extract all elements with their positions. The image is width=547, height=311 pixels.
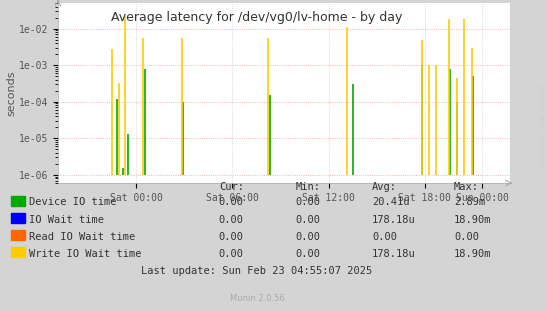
Text: Average latency for /dev/vg0/lv-home - by day: Average latency for /dev/vg0/lv-home - b…: [112, 11, 403, 24]
Text: RRDTOOL / TOBI OETIKER: RRDTOOL / TOBI OETIKER: [541, 84, 546, 165]
Text: 18.90m: 18.90m: [454, 249, 492, 259]
Text: Last update: Sun Feb 23 04:55:07 2025: Last update: Sun Feb 23 04:55:07 2025: [142, 266, 373, 276]
Text: 0.00: 0.00: [454, 232, 479, 242]
Text: Write IO Wait time: Write IO Wait time: [29, 249, 142, 259]
Text: 178.18u: 178.18u: [372, 249, 416, 259]
Text: 0.00: 0.00: [295, 249, 321, 259]
Text: Min:: Min:: [295, 182, 321, 192]
Text: Device IO time: Device IO time: [29, 197, 117, 207]
Text: IO Wait time: IO Wait time: [29, 215, 104, 225]
Y-axis label: seconds: seconds: [6, 70, 16, 116]
Text: 178.18u: 178.18u: [372, 215, 416, 225]
Text: 0.00: 0.00: [219, 232, 244, 242]
Text: 0.00: 0.00: [295, 232, 321, 242]
Text: Cur:: Cur:: [219, 182, 244, 192]
Text: 0.00: 0.00: [295, 197, 321, 207]
Text: 0.00: 0.00: [219, 215, 244, 225]
Text: 20.41u: 20.41u: [372, 197, 410, 207]
Text: 0.00: 0.00: [219, 249, 244, 259]
Text: 2.89m: 2.89m: [454, 197, 485, 207]
Text: 0.00: 0.00: [219, 197, 244, 207]
Text: Munin 2.0.56: Munin 2.0.56: [230, 294, 284, 303]
Text: Read IO Wait time: Read IO Wait time: [29, 232, 135, 242]
Text: 0.00: 0.00: [295, 215, 321, 225]
Text: Avg:: Avg:: [372, 182, 397, 192]
Text: 18.90m: 18.90m: [454, 215, 492, 225]
Text: Max:: Max:: [454, 182, 479, 192]
Text: 0.00: 0.00: [372, 232, 397, 242]
